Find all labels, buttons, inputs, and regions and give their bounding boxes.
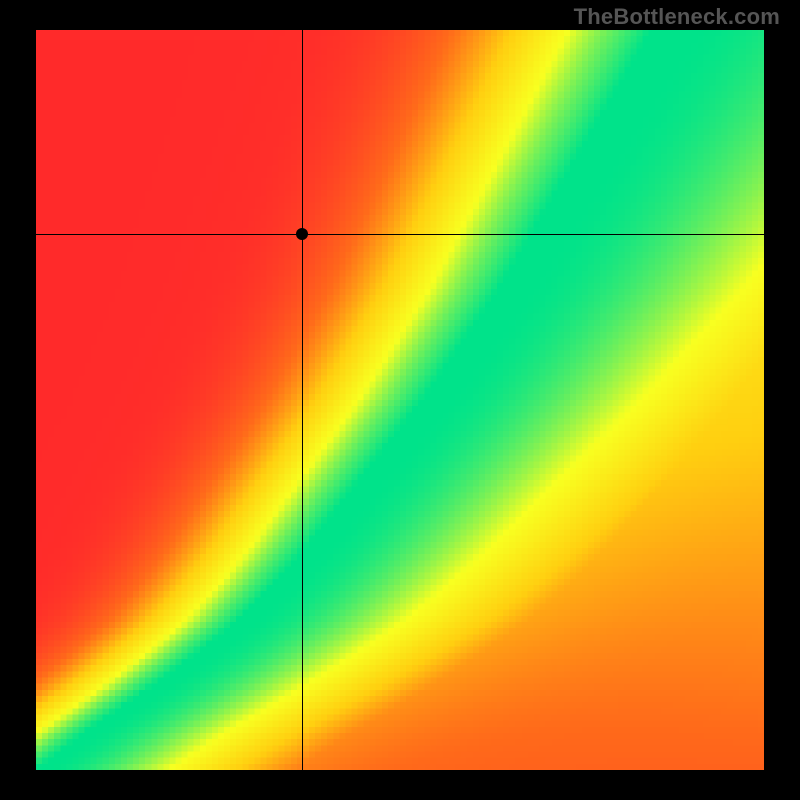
chart-root: TheBottleneck.com (0, 0, 800, 800)
selection-marker (296, 228, 308, 240)
crosshair-horizontal (0, 234, 800, 235)
crosshair-vertical (302, 30, 303, 770)
bottleneck-heatmap (36, 30, 764, 770)
watermark-text: TheBottleneck.com (574, 4, 780, 30)
